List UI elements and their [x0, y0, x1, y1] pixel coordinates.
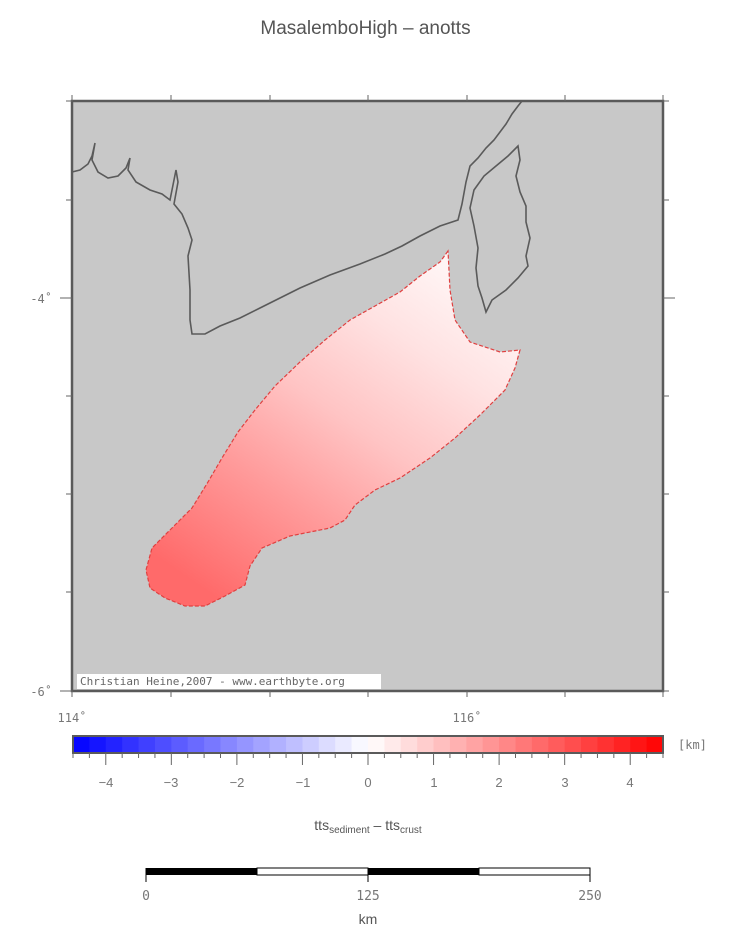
- scale-label-0: 0: [142, 889, 150, 904]
- colorbar-cell: [138, 736, 156, 753]
- colorbar: [km] −4 −3 −2 −1 0 1 2 3 4: [72, 735, 707, 790]
- colorbar-tick-label: −3: [164, 775, 179, 790]
- colorbar-cell: [515, 736, 533, 753]
- island-coastline: [469, 144, 531, 315]
- colorbar-cell: [105, 736, 123, 753]
- colorbar-cell: [564, 736, 582, 753]
- colorbar-cell: [73, 736, 90, 753]
- colorbar-cell: [548, 736, 566, 753]
- coastline: [71, 100, 523, 335]
- colorbar-tick-label: 0: [364, 775, 371, 790]
- colorbar-tick-label: −4: [99, 775, 114, 790]
- colorbar-tick-label: −2: [230, 775, 245, 790]
- colorbar-cell: [613, 736, 631, 753]
- colorbar-cell: [236, 736, 254, 753]
- colorbar-cell: [482, 736, 500, 753]
- colorbar-tick-label: 2: [495, 775, 502, 790]
- colorbar-cell: [171, 736, 189, 753]
- frame-ticks: [60, 95, 675, 697]
- colorbar-ticks: [72, 753, 664, 765]
- colorbar-cell: [368, 736, 385, 753]
- colorbar-cell: [253, 736, 271, 753]
- colorbar-cell: [417, 736, 435, 753]
- colorbar-cell: [466, 736, 484, 753]
- colorbar-cell: [449, 736, 467, 753]
- colorbar-label-sub2: crust: [400, 825, 422, 836]
- x-label-right: 116˚: [453, 710, 482, 725]
- colorbar-cell: [302, 736, 320, 753]
- colorbar-cell: [318, 736, 336, 753]
- colorbar-cell: [220, 736, 238, 753]
- scale-label-125: 125: [356, 889, 379, 904]
- map-title: MasalemboHigh – anotts: [260, 18, 471, 39]
- y-label-upper: -4˚: [30, 291, 52, 306]
- colorbar-cell: [335, 736, 353, 753]
- y-label-lower: -6˚: [30, 684, 52, 699]
- colorbar-label-mid: – tts: [370, 817, 400, 833]
- credit-text: Christian Heine,2007 - www.earthbyte.org: [80, 675, 345, 688]
- colorbar-tick-label: 1: [430, 775, 437, 790]
- colorbar-cell: [89, 736, 107, 753]
- scale-label-250: 250: [578, 889, 601, 904]
- colorbar-cell: [433, 736, 451, 753]
- colorbar-cell: [581, 736, 599, 753]
- colorbar-label: ttssediment – ttscrust: [314, 817, 422, 836]
- colorbar-tick-label: 3: [561, 775, 568, 790]
- colorbar-unit: [km]: [678, 738, 707, 752]
- colorbar-cell: [531, 736, 549, 753]
- colorbar-cell: [269, 736, 287, 753]
- colorbar-cell: [499, 736, 517, 753]
- colorbar-cell: [122, 736, 140, 753]
- colorbar-label-main: tts: [314, 817, 329, 833]
- colorbar-label-sub1: sediment: [329, 825, 370, 836]
- anomaly-region: [145, 249, 521, 607]
- colorbar-cell: [286, 736, 304, 753]
- colorbar-cells: [73, 736, 664, 753]
- colorbar-cell: [630, 736, 648, 753]
- colorbar-cell: [384, 736, 402, 753]
- colorbar-cell: [187, 736, 205, 753]
- colorbar-cell: [154, 736, 172, 753]
- credit-box: [77, 674, 381, 689]
- colorbar-tick-label: −1: [296, 775, 311, 790]
- colorbar-cell: [597, 736, 615, 753]
- scale-unit: km: [359, 911, 378, 927]
- colorbar-cell: [400, 736, 418, 753]
- colorbar-cell: [351, 736, 369, 753]
- scale-bar: 0 125 250 km: [142, 867, 602, 927]
- colorbar-cell: [204, 736, 222, 753]
- x-label-left: 114˚: [58, 710, 87, 725]
- colorbar-tick-label: 4: [626, 775, 633, 790]
- colorbar-cell: [646, 736, 664, 753]
